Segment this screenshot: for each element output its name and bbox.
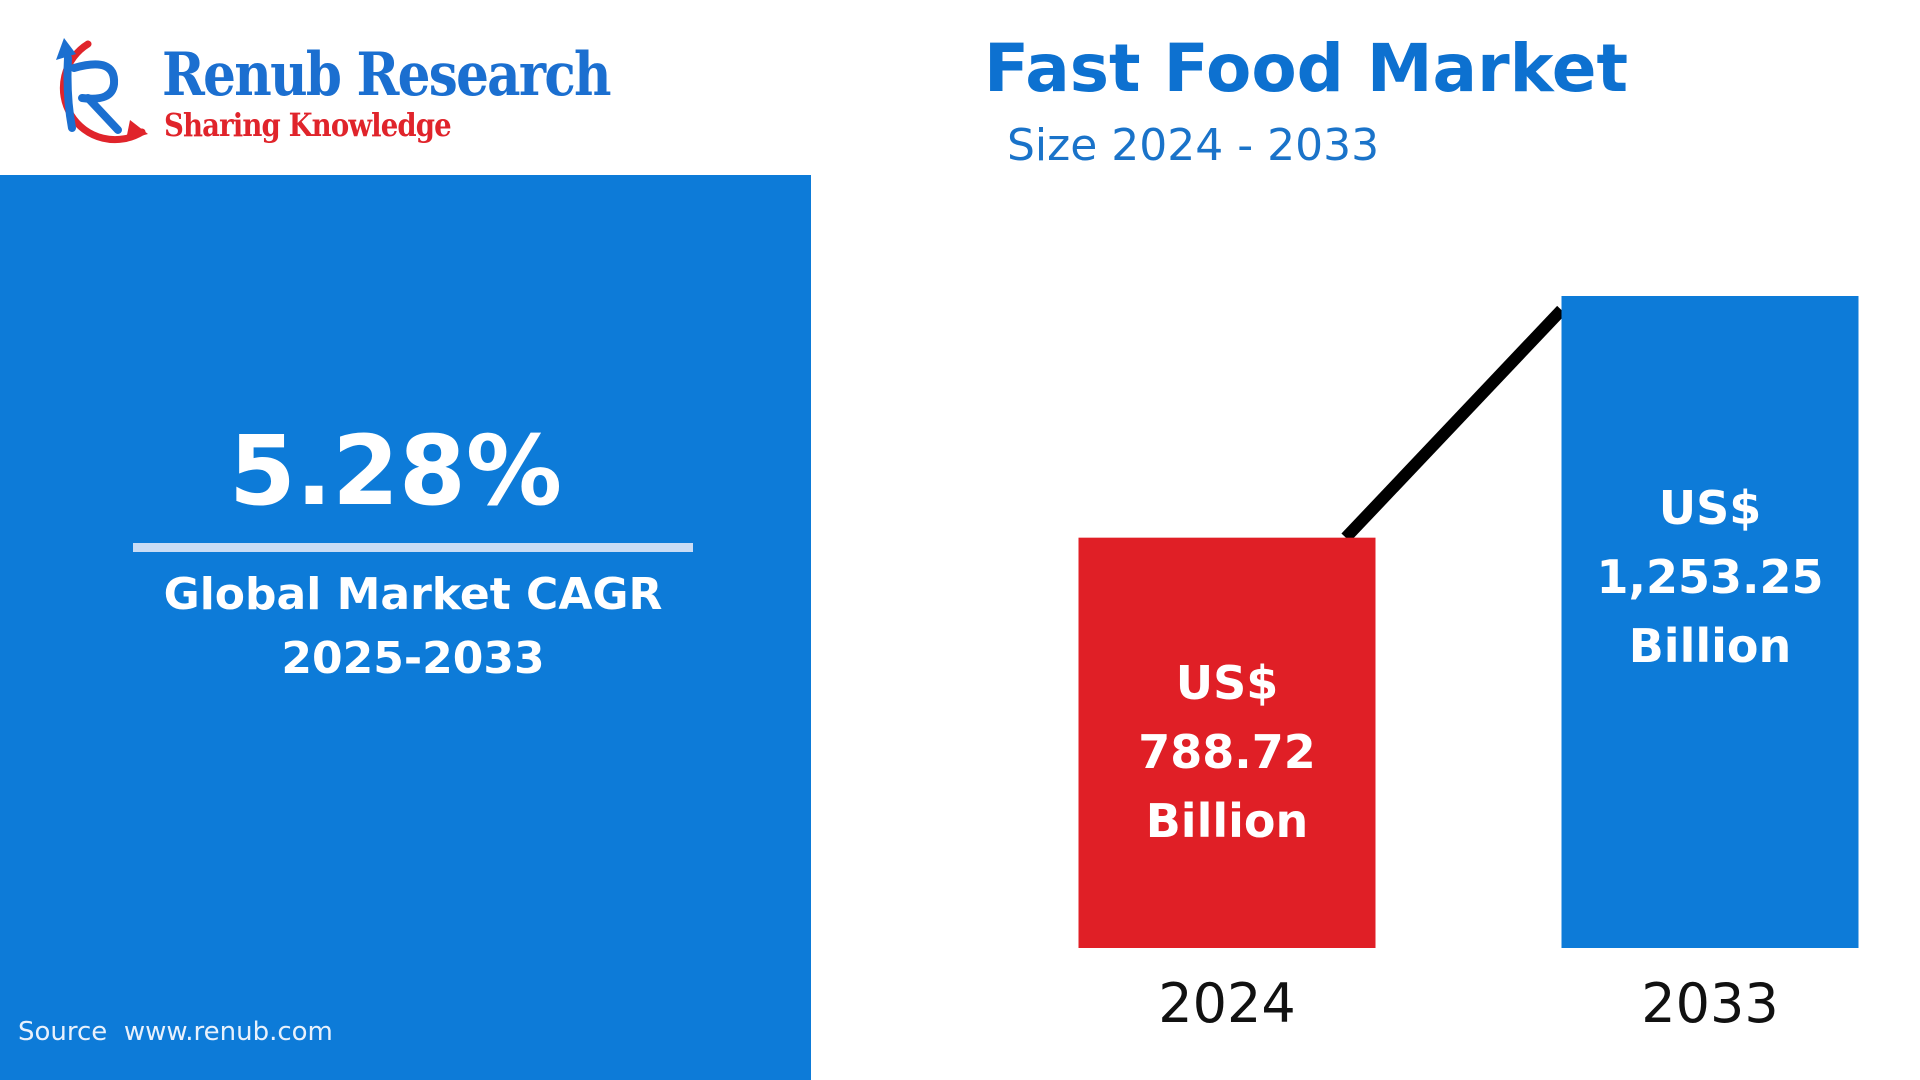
brand-tagline: Sharing Knowledge [164, 106, 452, 144]
brand-name: Renub Research [162, 40, 612, 110]
bar-2024 [1078, 537, 1376, 948]
cagr-label: Global Market CAGR 2025-2033 [0, 563, 826, 691]
bar-value-line: 788.72 [1138, 725, 1316, 780]
bar-value-line: Billion [1145, 794, 1309, 849]
chart-title: Fast Food Market [984, 30, 1629, 107]
cagr-value: 5.28% [228, 415, 563, 527]
cagr-label-line2: 2025-2033 [281, 633, 545, 684]
cagr-label-line1: Global Market CAGR [163, 569, 663, 620]
bar-2033 [1561, 296, 1859, 948]
source-note: Source www.renub.com [18, 1017, 333, 1047]
bar-value-line: Billion [1628, 619, 1792, 673]
x-tick-label-2024: 2024 [1158, 972, 1296, 1035]
chart-subtitle: Size 2024 - 2033 [1007, 120, 1380, 171]
bar-value-line: 1,253.25 [1596, 550, 1824, 604]
bar-value-line: US$ [1658, 481, 1762, 535]
x-tick-label-2033: 2033 [1641, 972, 1779, 1035]
bar-value-label-2024: US$ 788.72 Billion [1079, 649, 1376, 856]
cagr-panel: 5.28% Global Market CAGR 2025-2033 Sourc… [0, 175, 811, 1080]
bar-value-label-2033: US$ 1,253.25 Billion [1562, 474, 1859, 681]
brand-logo: Renub Research Sharing Knowledge [26, 28, 626, 158]
renub-logo-icon [56, 38, 148, 144]
bar-value-line: US$ [1175, 656, 1279, 711]
cagr-divider [133, 543, 693, 552]
trend-line [1341, 305, 1566, 542]
